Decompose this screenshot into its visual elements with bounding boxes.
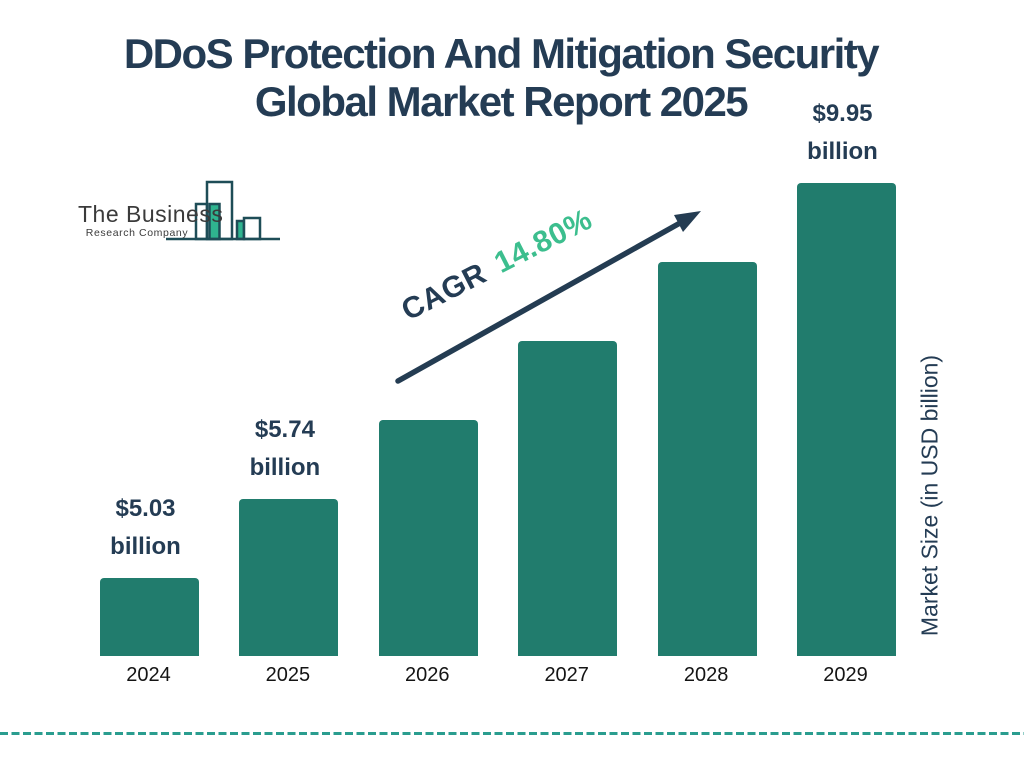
bottom-dashed-divider xyxy=(0,732,1024,735)
bar-2029 xyxy=(797,183,896,656)
x-tick-2028: 2028 xyxy=(683,664,729,686)
cagr-prefix-label: CAGR xyxy=(396,256,492,328)
bar-2028 xyxy=(657,262,757,656)
data-label-2024: $5.03 billion xyxy=(72,490,220,566)
data-label-2029: $9.95 billion xyxy=(769,95,917,171)
x-tick-2025: 2025 xyxy=(265,664,311,686)
bar-2025 xyxy=(239,499,339,656)
data-label-value: $9.95 xyxy=(812,100,873,127)
x-tick-2029: 2029 xyxy=(823,664,868,686)
page-title-line2: Global Market Report 2025 xyxy=(254,78,749,125)
bar-2026 xyxy=(378,420,478,656)
data-label-2025: $5.74 billion xyxy=(211,411,359,487)
cagr-value-label: 14.80% xyxy=(489,202,598,280)
cagr-annotation: CAGR14.80% xyxy=(396,203,598,328)
y-axis-label: Market Size (in USD billion) xyxy=(916,354,943,637)
logo-bar-chart-icon xyxy=(166,180,280,241)
bar-2024 xyxy=(100,578,199,656)
page-title: DDoS Protection And Mitigation Security … xyxy=(51,30,951,126)
data-label-unit: billion xyxy=(110,533,181,560)
data-label-unit: billion xyxy=(249,454,321,481)
x-tick-2024: 2024 xyxy=(126,664,171,686)
logo-text-company-subname: Research Company xyxy=(85,227,189,239)
bar-2027 xyxy=(518,341,618,656)
x-tick-2027: 2027 xyxy=(544,664,589,686)
company-logo: The Business Research Company xyxy=(68,175,288,245)
data-label-value: $5.74 xyxy=(254,416,315,443)
data-label-value: $5.03 xyxy=(115,495,176,522)
data-label-unit: billion xyxy=(807,138,878,165)
page-title-line1: DDoS Protection And Mitigation Security xyxy=(123,30,880,77)
x-tick-2026: 2026 xyxy=(405,664,450,686)
logo-text-company-name: The Business xyxy=(78,201,224,227)
